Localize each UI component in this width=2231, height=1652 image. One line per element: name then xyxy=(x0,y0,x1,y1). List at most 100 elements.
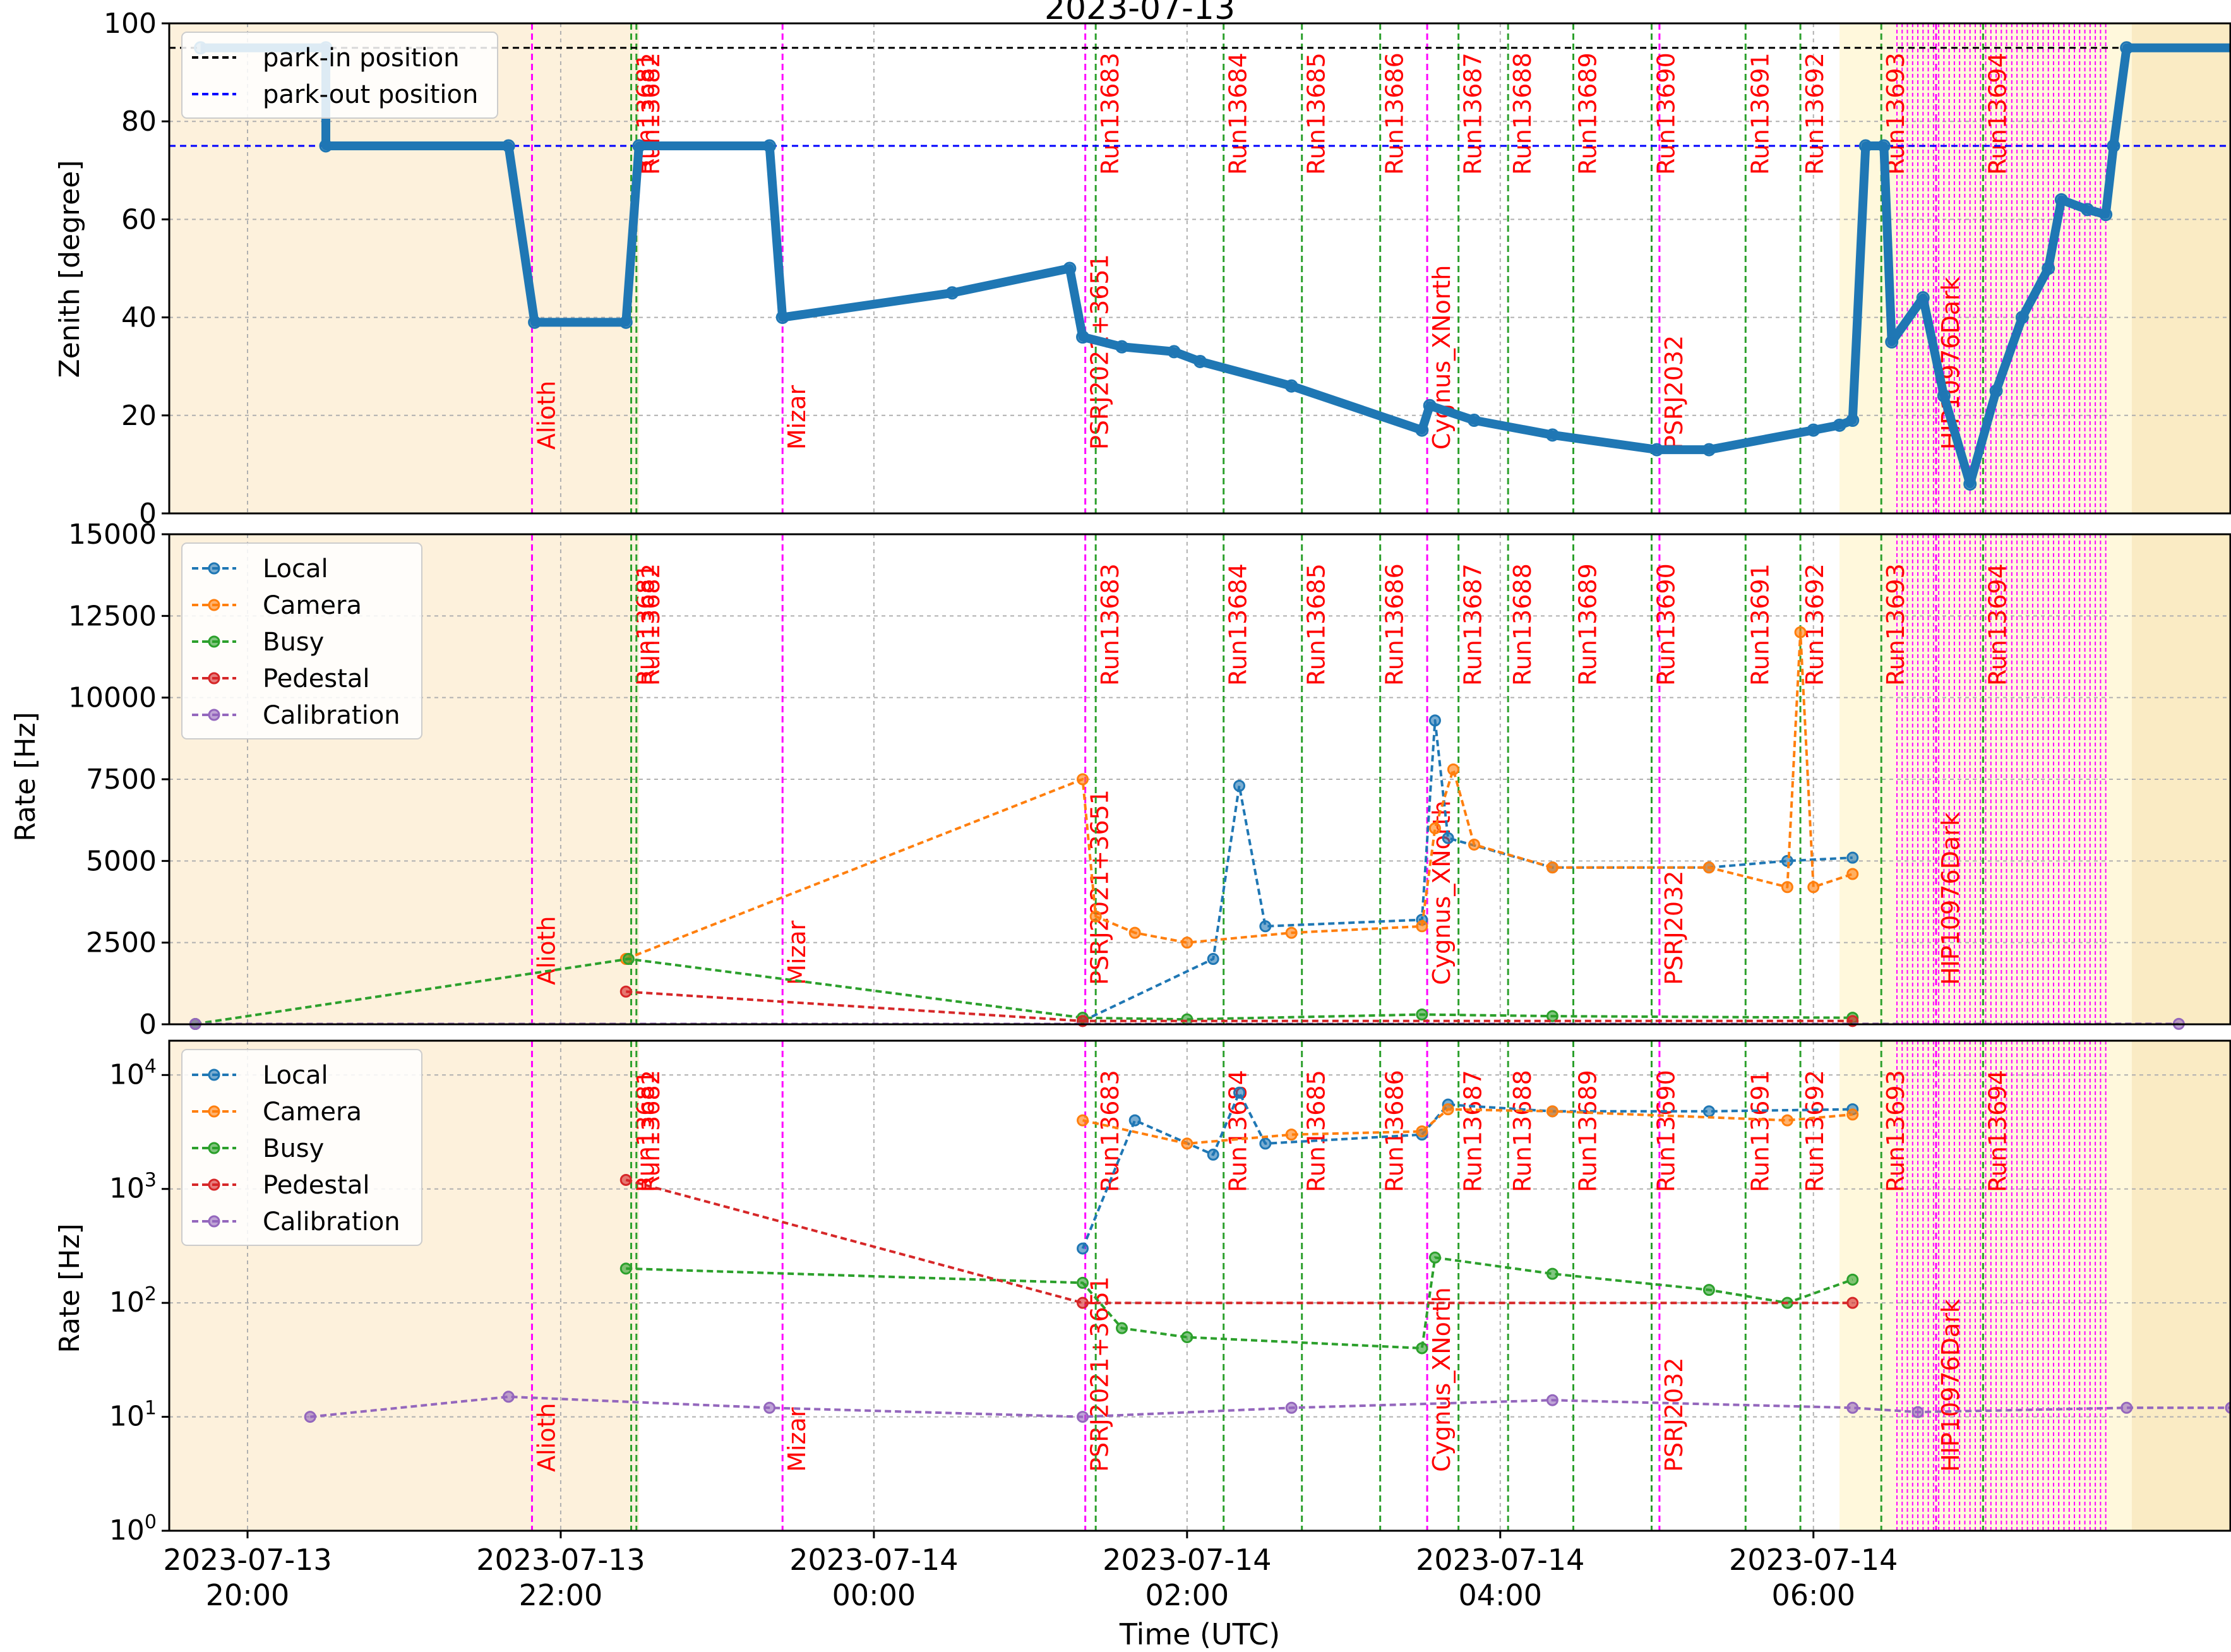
legend-label: park-in position xyxy=(263,44,460,73)
data-point xyxy=(1233,1086,1245,1099)
run-label: Run13692 xyxy=(1801,563,1829,686)
data-point xyxy=(1128,926,1141,939)
data-point xyxy=(1285,1401,1298,1414)
target-label: Alioth xyxy=(532,381,560,450)
legend-marker xyxy=(208,1142,220,1154)
y-tick-label: 101 xyxy=(109,1398,157,1433)
data-point xyxy=(1546,861,1558,874)
run-label: Run13693 xyxy=(1882,563,1910,686)
x-tick-date: 2023-07-14 xyxy=(1729,1543,1898,1577)
zenith-ylabel: Zenith [degree] xyxy=(54,160,86,378)
data-point xyxy=(1546,1010,1558,1022)
data-point xyxy=(1077,1114,1089,1127)
series-line xyxy=(200,43,2231,489)
data-point xyxy=(1877,139,1891,153)
data-point xyxy=(1911,1406,1924,1418)
y-tick-label: 10000 xyxy=(68,682,157,714)
y-tick-label: 104 xyxy=(109,1055,157,1091)
x-tick-date: 2023-07-13 xyxy=(476,1543,645,1577)
data-point xyxy=(304,1411,316,1423)
run-label: Run13683 xyxy=(1096,563,1124,686)
y-tick-label: 7500 xyxy=(86,763,157,796)
legend-marker xyxy=(208,672,220,685)
data-point xyxy=(1285,926,1298,939)
series-line xyxy=(1082,719,1853,1022)
target-label: PSRJ2021+3651 xyxy=(1086,789,1114,985)
data-point xyxy=(1428,714,1441,727)
run-label: Run13685 xyxy=(1303,1070,1331,1192)
run-label: Run13682 xyxy=(637,563,665,686)
legend-box xyxy=(181,32,498,119)
run-label: Run13684 xyxy=(1224,563,1252,686)
target-label: PSRJ2032 xyxy=(1660,871,1688,985)
data-point xyxy=(1416,920,1428,933)
rate-log-ylabel: Rate [Hz] xyxy=(54,1223,86,1353)
x-tick-time: 04:00 xyxy=(1458,1578,1542,1612)
legend-label: Local xyxy=(263,1061,328,1090)
run-label: Run13690 xyxy=(1652,1070,1680,1192)
y-tick-label: 2500 xyxy=(86,927,157,959)
data-point xyxy=(1546,1394,1558,1406)
legend-label: Pedestal xyxy=(263,664,369,693)
run-label: Run13692 xyxy=(1801,52,1829,175)
run-label: Run13693 xyxy=(1882,1070,1910,1192)
data-point xyxy=(1702,861,1715,874)
legend-marker xyxy=(208,1215,220,1228)
data-point xyxy=(1423,398,1437,412)
data-point xyxy=(1259,920,1272,933)
data-point xyxy=(619,315,633,329)
rate-linear-ylabel: Rate [Hz] xyxy=(9,712,42,841)
data-point xyxy=(501,139,515,153)
data-point xyxy=(1193,354,1207,368)
data-point xyxy=(1989,384,2003,398)
run-label: Run13688 xyxy=(1509,52,1536,175)
legend-label: park-out position xyxy=(263,80,478,109)
x-axis-label: Time (UTC) xyxy=(1119,1617,1280,1651)
series-line xyxy=(625,631,1853,961)
run-label: Run13692 xyxy=(1801,1070,1829,1192)
data-point xyxy=(632,139,646,153)
data-point xyxy=(1846,868,1859,880)
data-point xyxy=(945,286,959,300)
run-label: Run13683 xyxy=(1096,52,1124,175)
data-point xyxy=(1259,1137,1272,1150)
data-point xyxy=(528,315,542,329)
data-point xyxy=(1885,335,1899,349)
data-point xyxy=(2107,139,2120,153)
legend-box xyxy=(181,542,422,739)
x-tick-time: 06:00 xyxy=(1771,1578,1855,1612)
data-point xyxy=(1077,1411,1089,1423)
target-label: Mizar xyxy=(783,1407,811,1472)
day-shading xyxy=(2131,1041,2231,1531)
legend-marker xyxy=(208,709,220,721)
target-label: HIP10976Dark xyxy=(1937,1299,1965,1472)
target-label: PSRJ2021+3651 xyxy=(1086,1276,1114,1472)
run-label: Run13688 xyxy=(1509,1070,1536,1192)
data-point xyxy=(1076,330,1090,344)
data-point xyxy=(1415,423,1429,437)
data-point xyxy=(2015,311,2029,325)
data-point xyxy=(1916,291,1930,305)
data-point xyxy=(619,1262,632,1275)
legend-label: Busy xyxy=(263,628,324,657)
run-label: Run13690 xyxy=(1652,52,1680,175)
x-tick-time: 20:00 xyxy=(206,1578,290,1612)
data-point xyxy=(1846,851,1859,864)
legend-label: Busy xyxy=(263,1134,324,1163)
data-point xyxy=(619,985,632,998)
legend-label: Camera xyxy=(263,1098,362,1127)
x-tick-time: 22:00 xyxy=(519,1578,603,1612)
legend-label: Camera xyxy=(263,591,362,620)
run-label: Run13687 xyxy=(1459,1070,1487,1192)
target-label: HIP10976Dark xyxy=(1937,812,1965,985)
data-point xyxy=(763,1401,776,1414)
data-point xyxy=(1442,1103,1454,1116)
y-tick-label: 0 xyxy=(139,498,157,530)
target-label: PSRJ2032 xyxy=(1660,335,1688,450)
series-line xyxy=(625,1178,1853,1305)
target-label: PSRJ2021+3651 xyxy=(1086,254,1114,450)
y-tick-label: 100 xyxy=(104,8,157,40)
y-tick-label: 0 xyxy=(139,1009,157,1041)
data-point xyxy=(1858,139,1872,153)
